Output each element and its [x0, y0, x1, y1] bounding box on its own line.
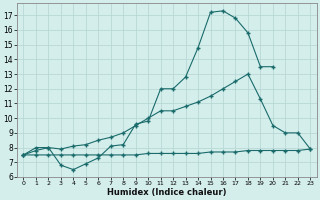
X-axis label: Humidex (Indice chaleur): Humidex (Indice chaleur) — [107, 188, 227, 197]
